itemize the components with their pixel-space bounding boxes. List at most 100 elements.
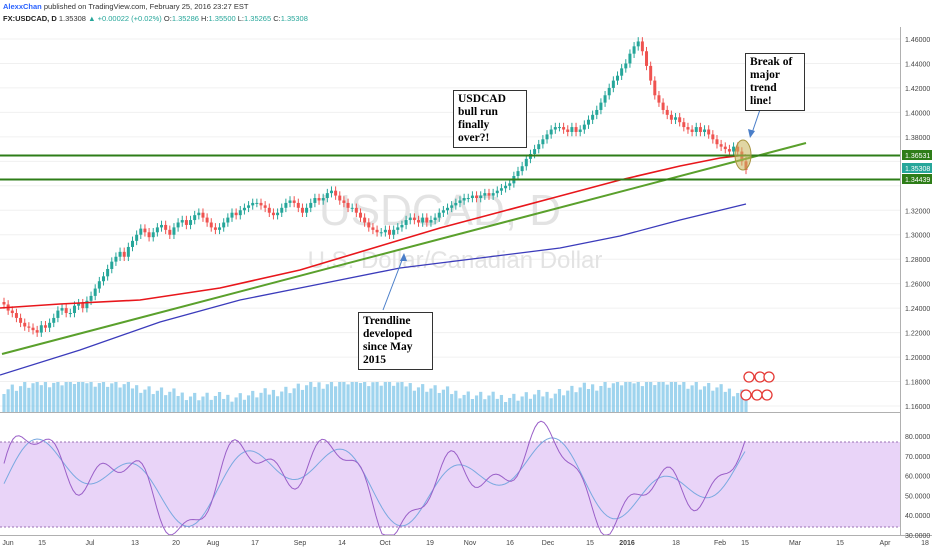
candle-body — [694, 127, 698, 132]
candle-body — [595, 109, 599, 115]
price-axis[interactable]: 1.46000 1.44000 1.42000 1.40000 1.38000 1.365… — [902, 37, 932, 411]
event-flag-icon[interactable] — [743, 371, 755, 383]
annotation-trendline[interactable]: Trendline developed since May 2015 — [358, 312, 433, 370]
volume-bar — [346, 384, 350, 412]
candle-body — [375, 229, 379, 233]
volume-bar — [719, 384, 723, 412]
volume-bar — [135, 385, 139, 412]
price-label-badge[interactable] — [902, 150, 932, 160]
candle-body — [242, 207, 246, 211]
volume-bar — [292, 388, 296, 412]
event-flag-icon[interactable] — [761, 389, 773, 401]
stoch-d-line[interactable] — [3, 437, 746, 527]
candle-body — [172, 227, 176, 235]
volume-bar — [416, 387, 421, 412]
volume-bar — [649, 382, 653, 412]
candle-body — [707, 129, 711, 135]
stoch-axis[interactable]: 80.0000 70.0000 60.0000 50.0000 40.0000 30.00… — [905, 434, 930, 540]
break-arrowhead-icon — [748, 129, 755, 138]
event-flags[interactable] — [740, 371, 775, 401]
candle-body — [93, 288, 97, 296]
candle-body — [379, 232, 383, 234]
price-label-badge[interactable] — [902, 163, 932, 173]
volume-bar — [657, 382, 661, 412]
annotation-break[interactable]: Break of major trend line! — [745, 53, 805, 111]
volume-bar — [599, 385, 603, 412]
volume-bar — [520, 396, 524, 412]
candle-body — [603, 95, 607, 103]
volume-bar — [64, 382, 68, 412]
trendline[interactable] — [1, 142, 807, 355]
volume-bar — [101, 382, 106, 412]
volume-bar — [205, 392, 209, 412]
volume-bar — [259, 392, 263, 412]
volume-bar — [491, 391, 495, 412]
volume-bar — [553, 393, 557, 412]
volume-bar — [690, 385, 694, 412]
volume-bar — [503, 401, 508, 412]
price-label-badge[interactable] — [902, 174, 932, 184]
candle-body — [267, 207, 271, 213]
time-tick: 20 — [172, 540, 180, 547]
volume-bar — [2, 394, 6, 412]
break-highlight[interactable] — [734, 139, 752, 171]
candle-body — [325, 193, 329, 199]
volume-bar — [582, 382, 586, 412]
volume-bar — [524, 392, 528, 412]
time-axis[interactable]: Jun 15 Jul 13 20 Aug 17 Sep 14 Oct 19 Nov 16 Dec 15 201… — [2, 540, 929, 547]
candle-body — [669, 114, 673, 120]
candle-body — [408, 217, 412, 221]
author-name[interactable]: AlexxChan — [3, 2, 42, 11]
candle-body — [305, 207, 309, 213]
volume-bar — [363, 382, 367, 412]
volume-bar — [342, 382, 346, 412]
volume-bar — [499, 394, 504, 412]
ma-fast-line[interactable] — [0, 154, 747, 309]
time-tick: Sep — [294, 540, 307, 547]
volume-bar — [532, 394, 537, 412]
stoch-tick: 80.0000 — [905, 434, 930, 441]
volume-bar — [591, 384, 595, 412]
candle-body — [371, 227, 375, 230]
event-flag-icon[interactable] — [751, 389, 763, 401]
volume-bar — [159, 387, 164, 412]
volume-bar — [574, 392, 578, 412]
volume-bar — [450, 394, 454, 412]
candle-body — [533, 149, 537, 154]
price-tick: 1.26000 — [905, 282, 930, 289]
candle-body — [31, 327, 35, 331]
volume-bar — [661, 382, 665, 412]
candle-body — [678, 117, 682, 123]
candle-body — [487, 193, 491, 196]
event-flag-icon[interactable] — [763, 371, 775, 383]
candle-body — [338, 195, 342, 201]
price-tick: 1.28000 — [905, 257, 930, 264]
volume-bar — [586, 389, 591, 412]
stoch-k-line[interactable] — [3, 420, 746, 536]
volume-bar — [678, 384, 682, 412]
volume-bar — [698, 389, 703, 412]
volume-bar — [47, 387, 52, 412]
candle-body — [284, 202, 288, 208]
volume-bar — [682, 382, 686, 412]
ma-slow-line[interactable] — [0, 203, 747, 376]
volume-bar — [474, 395, 479, 412]
annotation-bull-run[interactable]: USDCAD bull run finally over?! — [453, 90, 527, 148]
candle-body — [541, 139, 545, 145]
event-flag-icon[interactable] — [740, 389, 752, 401]
volume-bar — [334, 386, 338, 412]
candle-body — [582, 124, 586, 130]
candle-body — [404, 220, 408, 225]
candle-body — [437, 212, 441, 218]
volume-bar — [267, 394, 271, 412]
candle-body — [300, 207, 304, 213]
chart-header: AlexxChan published on TradingView.com, … — [0, 0, 932, 26]
time-tick: 14 — [338, 540, 346, 547]
candle-body — [151, 232, 155, 238]
candle-body — [201, 212, 205, 218]
volume-bar — [184, 400, 188, 412]
volume-bar — [110, 383, 114, 412]
volume-bar — [176, 396, 180, 412]
price-tick: 1.30000 — [905, 233, 930, 240]
